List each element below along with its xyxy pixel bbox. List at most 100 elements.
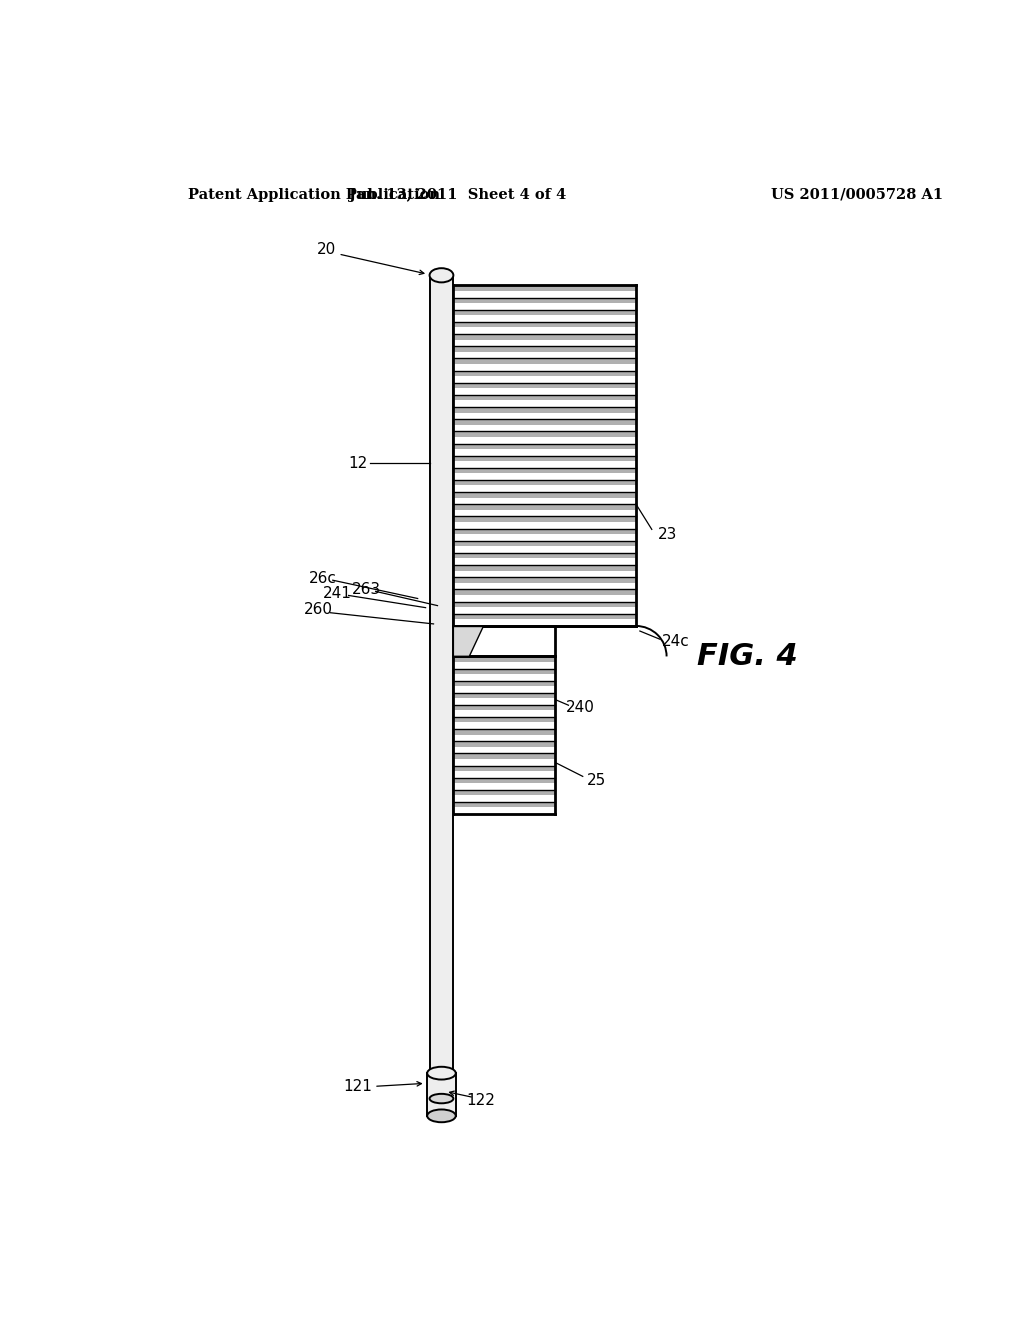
Text: 24c: 24c <box>662 634 689 648</box>
Bar <box>454 376 636 383</box>
Bar <box>454 351 636 359</box>
Bar <box>454 735 555 742</box>
Bar <box>454 546 636 553</box>
Bar <box>454 771 555 777</box>
Bar <box>454 510 636 516</box>
Bar <box>454 322 636 327</box>
Bar <box>454 486 636 492</box>
Text: 26c: 26c <box>308 570 336 586</box>
Bar <box>454 327 636 334</box>
Polygon shape <box>454 626 483 656</box>
Bar <box>454 395 636 400</box>
Bar <box>454 315 636 322</box>
Bar <box>454 789 555 795</box>
Bar <box>454 400 636 407</box>
Bar <box>454 504 636 510</box>
Bar <box>454 521 636 529</box>
Bar <box>454 444 636 449</box>
Bar <box>454 413 636 420</box>
Text: 241: 241 <box>324 586 352 601</box>
Bar <box>454 297 636 304</box>
Bar <box>427 1073 456 1115</box>
Text: Patent Application Publication: Patent Application Publication <box>187 187 439 202</box>
Bar <box>454 334 636 339</box>
Text: 260: 260 <box>304 602 333 618</box>
Bar <box>454 783 555 789</box>
Bar <box>454 346 636 351</box>
Bar <box>454 461 636 467</box>
Text: FIG. 4: FIG. 4 <box>696 642 798 671</box>
Bar <box>454 693 555 698</box>
Bar <box>454 777 555 783</box>
Text: 240: 240 <box>566 700 595 714</box>
Bar <box>454 498 636 504</box>
Bar <box>454 529 636 535</box>
Bar <box>454 455 636 461</box>
Bar <box>454 668 555 675</box>
Ellipse shape <box>430 1094 454 1104</box>
Bar <box>454 801 555 808</box>
Bar <box>454 492 636 498</box>
Bar <box>454 614 636 619</box>
Bar <box>454 722 555 729</box>
Bar <box>454 607 636 614</box>
Bar <box>454 742 555 747</box>
Bar <box>454 619 636 626</box>
Bar <box>454 766 555 771</box>
Bar <box>454 582 636 590</box>
Text: Jan. 13, 2011  Sheet 4 of 4: Jan. 13, 2011 Sheet 4 of 4 <box>349 187 566 202</box>
Bar <box>454 577 636 582</box>
Text: 23: 23 <box>658 527 677 543</box>
Bar <box>430 276 454 1098</box>
Bar <box>454 705 555 710</box>
Bar <box>454 558 636 565</box>
Bar <box>454 717 555 722</box>
Bar <box>454 535 636 541</box>
Text: 20: 20 <box>316 243 336 257</box>
Text: 122: 122 <box>467 1093 496 1107</box>
Bar <box>454 480 636 486</box>
Bar <box>454 437 636 444</box>
Bar <box>454 407 636 413</box>
Bar <box>454 729 555 735</box>
Bar <box>454 339 636 346</box>
Bar <box>454 602 636 607</box>
Bar <box>454 747 555 754</box>
Bar <box>454 808 555 814</box>
Bar <box>454 285 636 626</box>
Bar <box>454 710 555 717</box>
Text: US 2011/0005728 A1: US 2011/0005728 A1 <box>771 187 943 202</box>
Bar <box>454 759 555 766</box>
Bar <box>454 754 555 759</box>
Text: 121: 121 <box>344 1078 373 1094</box>
Bar <box>454 516 636 521</box>
Bar <box>454 686 555 693</box>
Bar <box>454 681 555 686</box>
Bar <box>454 570 636 577</box>
Bar <box>454 541 636 546</box>
Bar <box>454 565 636 570</box>
Bar <box>454 661 555 668</box>
Bar <box>454 364 636 371</box>
Text: 263: 263 <box>351 582 381 597</box>
Bar <box>454 795 555 801</box>
Bar <box>454 420 636 425</box>
Bar <box>454 553 636 558</box>
Text: 12: 12 <box>348 455 368 471</box>
Bar <box>454 383 636 388</box>
Bar <box>454 371 636 376</box>
Bar <box>454 474 636 480</box>
Bar <box>454 285 636 290</box>
Text: 25: 25 <box>587 774 606 788</box>
Bar <box>454 590 636 595</box>
Bar <box>454 432 636 437</box>
Bar <box>454 388 636 395</box>
Bar <box>454 425 636 432</box>
Bar <box>454 449 636 455</box>
Bar <box>454 675 555 681</box>
Ellipse shape <box>427 1110 456 1122</box>
Bar <box>454 304 636 310</box>
Bar <box>454 290 636 297</box>
Bar <box>454 359 636 364</box>
Bar <box>454 698 555 705</box>
